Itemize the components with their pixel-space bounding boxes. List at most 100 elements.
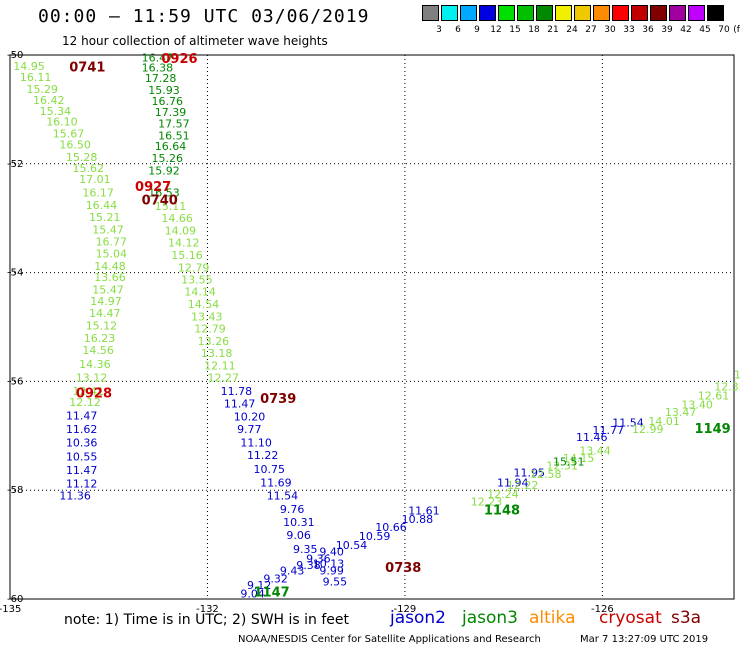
pass-time-label: 0926 (161, 52, 197, 67)
legend-tick-label: 21 (547, 25, 559, 35)
legend-tick-label: 70 (718, 25, 730, 35)
wave-height-point: 16.42 (33, 94, 65, 107)
legend-tick-label: 12 (490, 25, 502, 35)
wave-height-point: 15.51 (553, 456, 585, 469)
wave-height-point: 14.56 (82, 344, 114, 357)
wave-height-point: 12.22 (507, 479, 538, 492)
wave-height-point: 12.27 (207, 371, 239, 384)
y-tick-label: -50 (7, 50, 23, 61)
wave-height-point: 11.94 (497, 476, 529, 489)
legend-swatch (498, 5, 515, 21)
pass-time-label: 0741 (69, 60, 105, 75)
pass-time-label: 1147 (254, 585, 290, 600)
wave-height-point: 16.50 (59, 139, 90, 152)
wave-height-point: 16.76 (152, 95, 184, 108)
pass-time-label: 0739 (260, 392, 296, 407)
legend-tick-label: 36 (642, 25, 654, 35)
satellite-label-altika: altika (529, 608, 576, 628)
x-tick-label: -129 (394, 604, 417, 615)
satellite-label-jason2: jason2 (390, 608, 446, 628)
legend-units: (ft) (733, 25, 740, 35)
wave-height-point: 15.67 (53, 128, 84, 141)
wave-height-point: 13.12 (76, 371, 108, 384)
wave-height-point: 9.38 (296, 559, 321, 572)
wave-height-point: 12.79 (178, 262, 210, 275)
wave-height-point: 16.44 (86, 199, 118, 212)
wave-height-point: 16.53 (148, 186, 180, 199)
wave-height-point: 11.69 (260, 476, 292, 489)
y-tick-label: -60 (7, 594, 23, 605)
wave-height-point: 9.40 (319, 545, 344, 558)
wave-height-point: 14.97 (90, 295, 122, 308)
wave-height-point: 11.54 (612, 417, 644, 430)
wave-height-point: 9.43 (280, 565, 305, 578)
wave-height-point: 10.36 (66, 437, 98, 450)
legend-tick-label: 3 (436, 25, 442, 35)
satellite-label-cryosat: cryosat (599, 608, 662, 628)
wave-height-point: 14.12 (168, 236, 200, 249)
wave-height-point: 10.59 (359, 530, 391, 543)
wave-height-point: 14.47 (89, 307, 121, 320)
y-tick-label: -56 (7, 376, 23, 387)
wave-height-point: 13.40 (681, 399, 713, 412)
wave-height-point: 15.16 (171, 249, 203, 262)
wave-height-point: 11.62 (66, 423, 98, 436)
wave-height-point: 14.66 (161, 212, 193, 225)
wave-height-point: 10.20 (234, 411, 265, 424)
wave-height-point: 12.58 (530, 468, 562, 481)
wave-height-point: 16.64 (155, 140, 187, 153)
wave-height-point: 11.47 (66, 409, 98, 422)
legend-tick-label: 6 (455, 25, 461, 35)
wave-height-point: 12.79 (194, 322, 226, 335)
legend-tick-label: 45 (699, 25, 711, 35)
wave-height-point: 12.24 (487, 488, 519, 501)
wave-height-point: 12.23 (471, 495, 503, 508)
wave-height-point: 14.01 (648, 415, 680, 428)
wave-height-point: 11.47 (224, 398, 256, 411)
legend-swatch (650, 5, 667, 21)
wave-height-point: 9.76 (280, 503, 305, 516)
credit-text: NOAA/NESDIS Center for Satellite Applica… (238, 634, 541, 645)
legend-swatch (479, 5, 496, 21)
wave-height-point: 13.66 (94, 271, 126, 284)
wave-height-point: 16.10 (46, 116, 77, 129)
wave-height-point: 14.95 (13, 60, 45, 73)
legend-swatch (422, 5, 439, 21)
wave-height-point: 13.18 (201, 347, 233, 360)
legend-swatch (631, 5, 648, 21)
wave-height-point: 17.28 (145, 72, 177, 85)
wave-height-point: 9.04 (240, 587, 265, 600)
wave-height-point: 10.13 (313, 557, 345, 570)
wave-height-point: 16.47 (142, 52, 174, 65)
wave-height-point: 14.48 (94, 260, 126, 273)
wave-height-point: 14.36 (79, 358, 111, 371)
y-tick-label: -58 (7, 485, 23, 496)
wave-height-point: 13.55 (181, 273, 213, 286)
wave-height-point: 15.26 (152, 152, 184, 165)
wave-height-point: 15.21 (89, 211, 121, 224)
legend-tick-label: 42 (680, 25, 692, 35)
legend-tick-label: 33 (623, 25, 635, 35)
wave-height-point: 15.47 (92, 283, 124, 296)
wave-height-point: 9.55 (323, 575, 348, 588)
chart-title: 00:00 – 11:59 UTC 03/06/2019 (38, 6, 370, 27)
wave-height-point: 14.15 (563, 452, 595, 465)
wave-height-point: 13.43 (191, 310, 223, 323)
footer-note: note: 1) Time is in UTC; 2) SWH is in fe… (64, 612, 350, 628)
pass-time-label: 1149 (695, 422, 731, 437)
pass-time-label: 0738 (385, 561, 421, 576)
legend-tick-label: 24 (566, 25, 578, 35)
wave-height-point: 15.28 (66, 151, 98, 164)
legend-swatch (707, 5, 724, 21)
generated-timestamp: Mar 7 13:27:09 UTC 2019 (580, 634, 709, 645)
wave-height-point: 12.99 (632, 423, 664, 436)
x-tick-label: -132 (196, 604, 219, 615)
legend-swatch (669, 5, 686, 21)
wave-height-point: 15.62 (73, 162, 105, 175)
wave-height-point: 9.99 (319, 565, 344, 578)
wave-height-point: 10.31 (283, 516, 315, 529)
satellite-label-s3a: s3a (671, 608, 702, 628)
wave-height-point: 16.51 (158, 129, 190, 142)
wave-height-point: 12.11 (204, 359, 236, 372)
wave-height-point: 16.11 (20, 71, 52, 84)
